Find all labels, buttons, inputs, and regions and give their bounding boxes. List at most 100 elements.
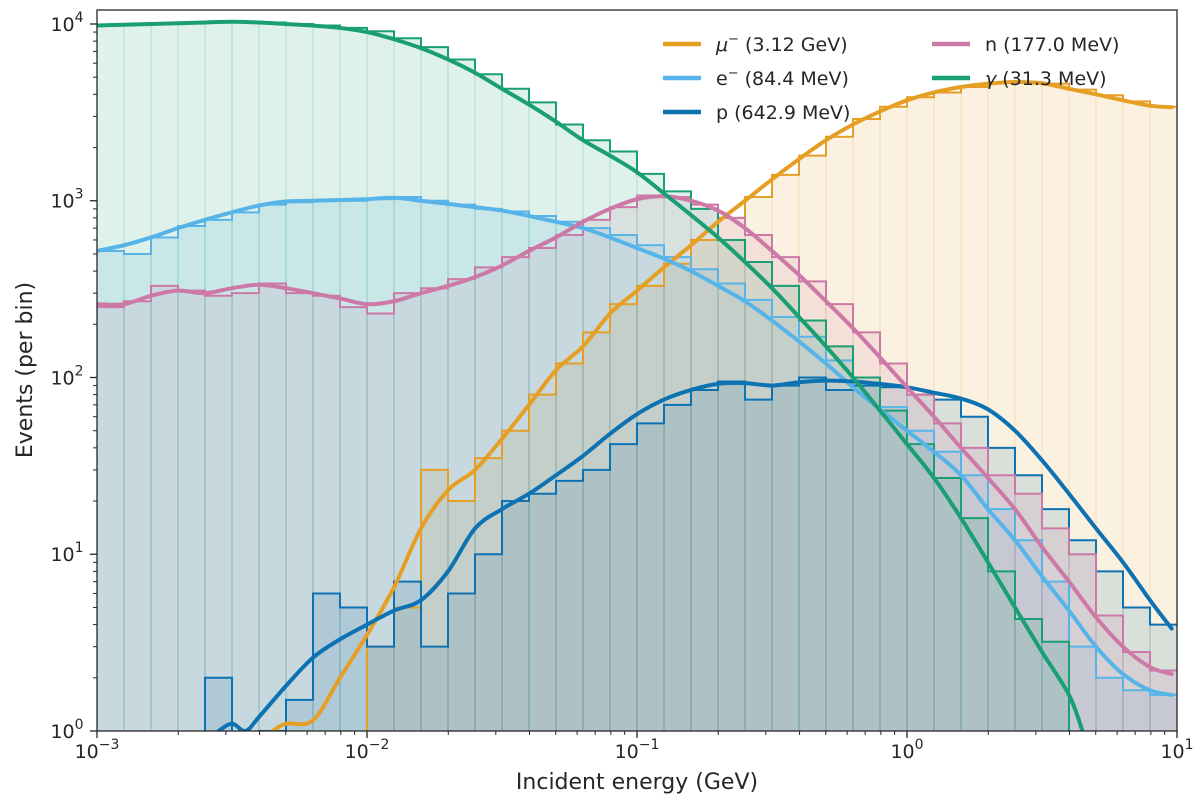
hist-bar (636, 423, 665, 731)
smooth-curve-series-0 (270, 79, 1174, 731)
hist-bar (987, 571, 1016, 731)
smooth-curves (97, 19, 1174, 731)
hist-bar (609, 303, 638, 731)
hist-bar (717, 217, 746, 731)
hist-bar (798, 281, 827, 731)
hist-bar (1149, 670, 1177, 731)
hist-bar (960, 517, 989, 731)
hist-bar (204, 295, 233, 731)
hist-bar (1041, 508, 1070, 731)
hist-bar (285, 23, 314, 731)
hist-bar (97, 250, 125, 731)
hist-bar (1122, 689, 1151, 731)
hist-bar (582, 469, 611, 731)
legend-label: γ (31.3 MeV) (985, 68, 1107, 90)
legend-entry: p (642.9 MeV) (663, 102, 850, 124)
y-tick-label: 104 (50, 10, 83, 36)
hist-bar (231, 292, 260, 731)
hist-bar (879, 406, 908, 731)
legend-label: n (177.0 MeV) (985, 34, 1119, 56)
hist-bar (690, 208, 719, 731)
hist-bar (1068, 539, 1097, 731)
hist-bar (906, 443, 935, 731)
hist-bar (393, 37, 422, 731)
x-tick-label: 101 (1160, 737, 1193, 763)
hist-bar (636, 244, 665, 731)
hist-bar (744, 261, 773, 731)
smooth-curve-series-4 (97, 19, 1085, 731)
hist-bar (447, 500, 476, 731)
hist-bar (636, 173, 665, 731)
hist-step-series-3 (97, 194, 1177, 672)
hist-fill-series-0 (366, 81, 1177, 731)
hist-bar (150, 23, 179, 731)
hist-bar (258, 283, 287, 731)
y-tick-label: 102 (50, 363, 83, 389)
hist-bar (1122, 607, 1151, 731)
hist-bar (663, 256, 692, 731)
hist-bar (312, 25, 341, 731)
hist-bar (1014, 618, 1043, 731)
smooth-curve-series-2 (216, 378, 1174, 731)
hist-bar (825, 389, 854, 731)
hist-bar (123, 24, 152, 731)
hist-bar (717, 381, 746, 731)
legend-label: e− (84.4 MeV) (716, 66, 849, 90)
hist-bar (771, 285, 800, 731)
hist-bar (393, 196, 422, 731)
legend: μ− (3.12 GeV) e− (84.4 MeV) p (642.9 MeV) n… (663, 32, 1119, 124)
hist-bar (1149, 624, 1177, 731)
hist-bar (258, 22, 287, 731)
hist-bar (690, 204, 719, 731)
hist-bar (555, 363, 584, 731)
hist-bar (393, 292, 422, 731)
hist-bar (366, 646, 395, 731)
axis-ticks: 10−3 10−2 10−1 100 101 100 101 102 103 104 (50, 10, 1193, 763)
hist-bar (285, 292, 314, 731)
x-tick-label: 10−1 (615, 737, 660, 763)
hist-bar (825, 136, 854, 731)
hist-bar (960, 416, 989, 731)
hist-bar (1122, 101, 1151, 731)
hist-bar (555, 124, 584, 731)
hist-bar (177, 22, 206, 731)
hist-bar (420, 46, 449, 731)
hist-bar (987, 82, 1016, 731)
hist-bar (582, 227, 611, 731)
y-tick-label: 101 (50, 540, 83, 566)
smooth-curve-series-3 (97, 194, 1174, 677)
legend-entry: n (177.0 MeV) (932, 34, 1119, 56)
hist-bar (474, 267, 503, 731)
hist-bar (474, 457, 503, 731)
hist-bar (447, 59, 476, 731)
hist-bar (852, 118, 881, 731)
hist-bar (97, 24, 125, 731)
hist-bar (960, 447, 989, 731)
hist-bar (744, 299, 773, 731)
y-axis-title: Events (per bin) (13, 282, 38, 458)
hist-bar (204, 219, 233, 731)
hist-bar (528, 493, 557, 731)
plot-area (97, 19, 1177, 731)
hist-bar (555, 480, 584, 731)
hist-bar (852, 385, 881, 731)
hist-fill-series-4 (97, 21, 1070, 731)
hist-bar (150, 237, 179, 731)
hist-bar (717, 239, 746, 731)
hist-bar (933, 477, 962, 731)
hist-bar (231, 21, 260, 731)
hist-bar (717, 217, 746, 731)
hist-bar (555, 234, 584, 731)
hist-bar (879, 410, 908, 731)
hist-bar (501, 500, 530, 731)
hist-bar (474, 208, 503, 731)
hist-bar (1068, 89, 1097, 731)
hist-bar (798, 377, 827, 731)
hist-bar (663, 191, 692, 731)
hist-bar (825, 346, 854, 731)
legend-entry: μ− (3.12 GeV) (663, 32, 848, 56)
hist-bar (420, 469, 449, 731)
hist-bar (744, 399, 773, 731)
x-tick-label: 10−2 (345, 737, 390, 763)
